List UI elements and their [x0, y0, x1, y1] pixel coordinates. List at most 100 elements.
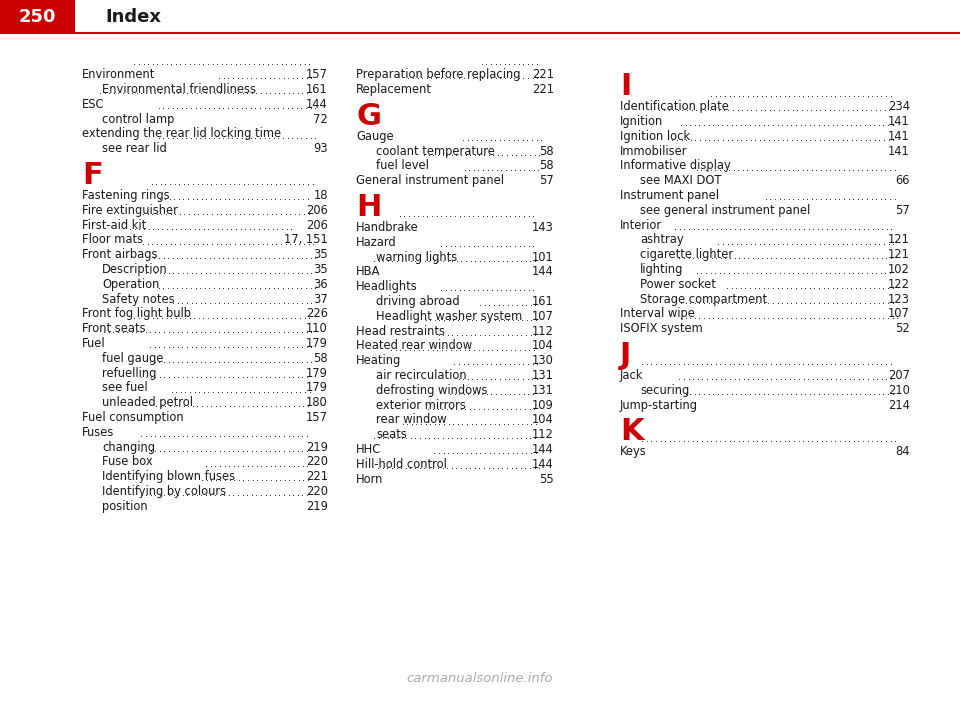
Text: 17, 151: 17, 151 — [284, 233, 328, 247]
Text: cigarette lighter: cigarette lighter — [640, 248, 733, 261]
Text: Instrument panel: Instrument panel — [620, 189, 719, 202]
Text: unleaded petrol: unleaded petrol — [102, 396, 193, 409]
Text: Identification plate: Identification plate — [620, 100, 729, 114]
Text: 161: 161 — [306, 83, 328, 96]
Text: Gauge: Gauge — [356, 130, 394, 143]
Text: 179: 179 — [306, 367, 328, 380]
Text: 221: 221 — [306, 470, 328, 483]
Text: 131: 131 — [532, 369, 554, 382]
Text: 58: 58 — [540, 159, 554, 172]
Text: 143: 143 — [532, 221, 554, 234]
Text: see fuel: see fuel — [102, 381, 148, 395]
Text: Front fog light bulb: Front fog light bulb — [82, 308, 191, 320]
Text: 122: 122 — [888, 278, 910, 291]
Text: Operation: Operation — [102, 278, 159, 291]
Text: Headlights: Headlights — [356, 280, 418, 293]
Text: 72: 72 — [313, 113, 328, 125]
Text: 52: 52 — [896, 322, 910, 335]
Text: 35: 35 — [313, 263, 328, 276]
Text: control lamp: control lamp — [102, 113, 175, 125]
Text: Fastening rings: Fastening rings — [82, 189, 170, 202]
Text: 206: 206 — [306, 219, 328, 231]
Text: ashtray: ashtray — [640, 233, 684, 247]
Text: I: I — [620, 72, 632, 101]
Text: Index: Index — [105, 8, 161, 25]
Text: 121: 121 — [888, 248, 910, 261]
Text: Immobiliser: Immobiliser — [620, 144, 687, 158]
Text: F: F — [82, 161, 103, 190]
Text: 144: 144 — [532, 458, 554, 471]
Text: see rear lid: see rear lid — [102, 142, 167, 155]
Text: 101: 101 — [532, 251, 554, 264]
Text: 234: 234 — [888, 100, 910, 114]
Text: 123: 123 — [888, 292, 910, 306]
Text: Headlight washer system: Headlight washer system — [376, 310, 522, 323]
Text: 226: 226 — [306, 308, 328, 320]
Text: 207: 207 — [888, 369, 910, 382]
Text: Hazard: Hazard — [356, 236, 396, 249]
Text: fuel gauge: fuel gauge — [102, 352, 163, 365]
Text: 141: 141 — [888, 130, 910, 143]
Text: Floor mats: Floor mats — [82, 233, 143, 247]
Text: 161: 161 — [532, 295, 554, 308]
Text: 104: 104 — [532, 339, 554, 353]
Text: 93: 93 — [313, 142, 328, 155]
Text: 57: 57 — [896, 204, 910, 217]
Text: 55: 55 — [540, 472, 554, 486]
Text: 35: 35 — [313, 248, 328, 261]
Text: 221: 221 — [532, 83, 554, 96]
Text: seats: seats — [376, 428, 407, 441]
Text: rear window: rear window — [376, 414, 446, 426]
Text: Hill-hold control: Hill-hold control — [356, 458, 446, 471]
Text: 37: 37 — [313, 292, 328, 306]
Text: position: position — [102, 500, 148, 513]
Text: 130: 130 — [532, 354, 554, 367]
Bar — [0, 0, 75, 33]
Text: fuel level: fuel level — [376, 159, 429, 172]
Text: Identifying blown fuses: Identifying blown fuses — [102, 470, 235, 483]
Text: 179: 179 — [306, 337, 328, 350]
Text: see MAXI DOT: see MAXI DOT — [640, 175, 722, 187]
Text: refuelling: refuelling — [102, 367, 156, 380]
Text: 107: 107 — [888, 308, 910, 320]
Text: 121: 121 — [888, 233, 910, 247]
Text: 179: 179 — [306, 381, 328, 395]
Text: First-aid kit: First-aid kit — [82, 219, 146, 231]
Text: Power socket: Power socket — [640, 278, 716, 291]
Text: exterior mirrors: exterior mirrors — [376, 399, 466, 411]
Text: 180: 180 — [306, 396, 328, 409]
Text: 221: 221 — [532, 68, 554, 81]
Text: 57: 57 — [540, 175, 554, 187]
Text: Jack: Jack — [620, 369, 643, 382]
Text: 58: 58 — [313, 352, 328, 365]
Text: 141: 141 — [888, 115, 910, 128]
Text: securing: securing — [640, 384, 689, 397]
Text: G: G — [356, 102, 381, 130]
Text: see general instrument panel: see general instrument panel — [640, 204, 810, 217]
Text: 144: 144 — [532, 266, 554, 278]
Text: HHC: HHC — [356, 443, 381, 456]
Text: Head restraints: Head restraints — [356, 325, 445, 338]
Text: 206: 206 — [306, 204, 328, 217]
Text: Replacement: Replacement — [356, 83, 432, 96]
Text: Fuses: Fuses — [82, 426, 114, 439]
Text: 219: 219 — [306, 441, 328, 454]
Text: 112: 112 — [532, 428, 554, 441]
Text: air recirculation: air recirculation — [376, 369, 467, 382]
Text: 18: 18 — [314, 189, 328, 202]
Text: extending the rear lid locking time: extending the rear lid locking time — [82, 128, 281, 140]
Text: Fire extinguisher: Fire extinguisher — [82, 204, 178, 217]
Text: 214: 214 — [888, 399, 910, 411]
Text: K: K — [620, 417, 643, 447]
Text: 250: 250 — [18, 8, 56, 25]
Text: 131: 131 — [532, 384, 554, 397]
Text: coolant temperature: coolant temperature — [376, 144, 494, 158]
Text: Ignition: Ignition — [620, 115, 663, 128]
Text: 157: 157 — [306, 68, 328, 81]
Text: ESC: ESC — [82, 98, 105, 111]
Text: 141: 141 — [888, 144, 910, 158]
Text: 109: 109 — [532, 399, 554, 411]
Text: driving abroad: driving abroad — [376, 295, 460, 308]
Text: Jump-starting: Jump-starting — [620, 399, 698, 411]
Text: lighting: lighting — [640, 263, 684, 276]
